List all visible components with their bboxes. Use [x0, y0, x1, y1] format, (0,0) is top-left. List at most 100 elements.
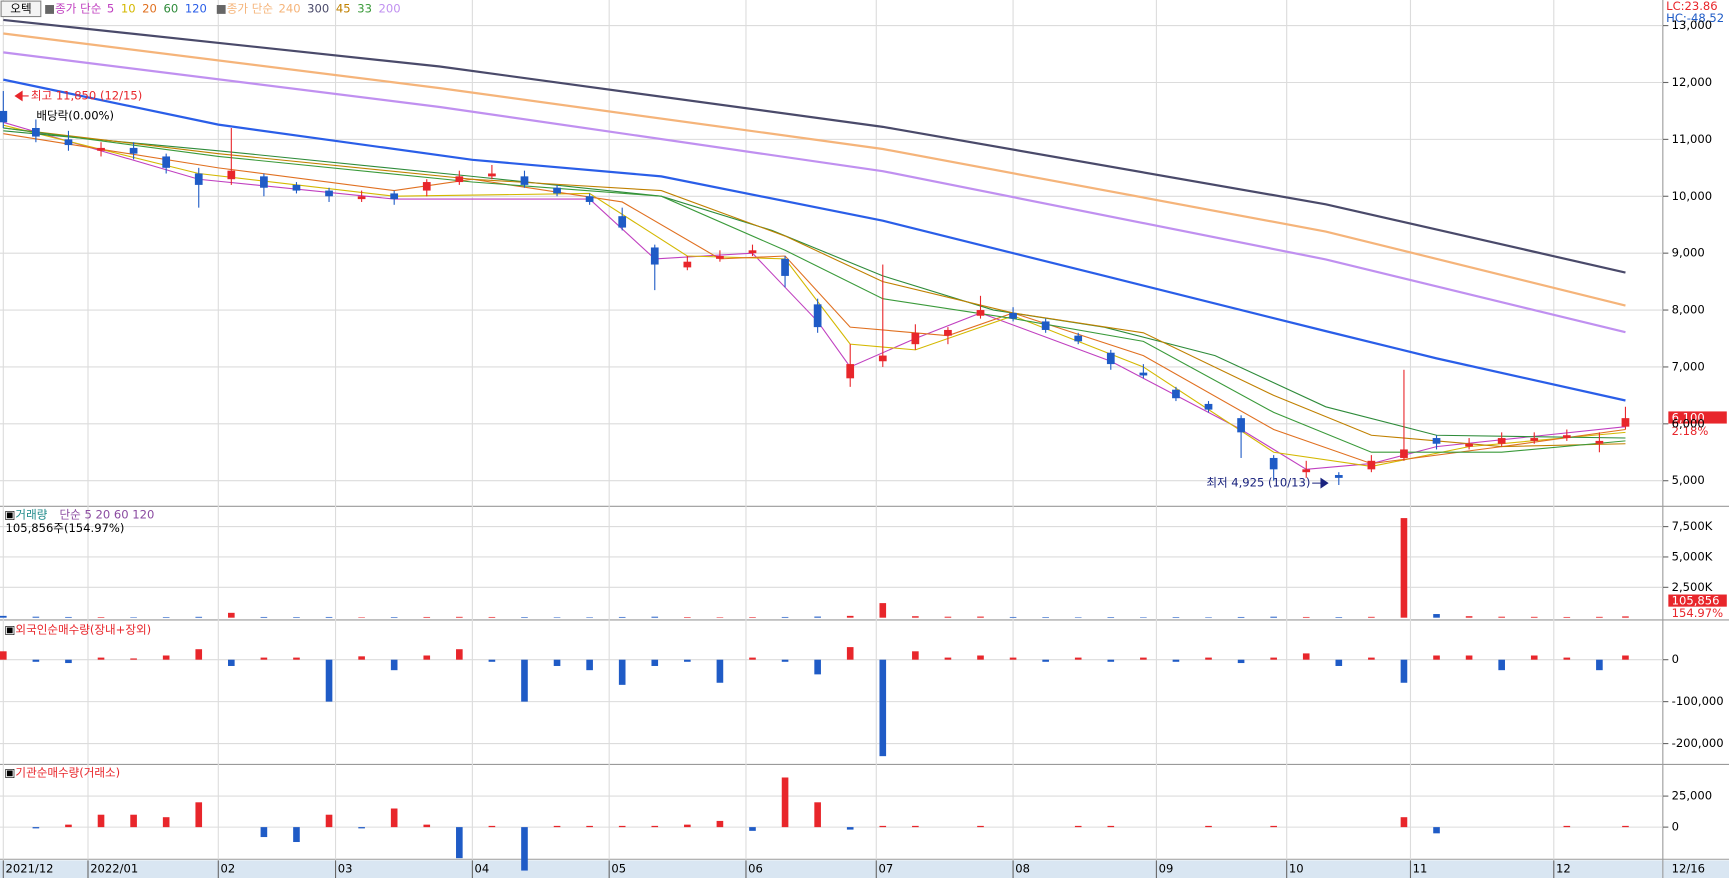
- stock-name[interactable]: 오텍: [10, 1, 31, 15]
- y-tick-label: 9,000: [1672, 246, 1705, 260]
- volume-bar: [1465, 616, 1473, 618]
- candle-body: [1204, 403, 1213, 410]
- y-tick-label: 10,000: [1672, 189, 1712, 203]
- candle-body: [520, 176, 529, 185]
- last-price: 6,100: [1672, 411, 1705, 425]
- candle-body: [1465, 443, 1473, 447]
- legend-marker: ■: [216, 1, 227, 15]
- foreign-bar: [293, 657, 300, 660]
- x-tick-label: 08: [1015, 862, 1030, 876]
- volume-marker: ▣: [4, 508, 15, 522]
- volume-bar: [879, 603, 887, 618]
- candle-body: [911, 332, 920, 345]
- volume-bar: [1596, 616, 1603, 618]
- volume-last-box: [1668, 594, 1727, 607]
- volume-bar: [97, 617, 105, 618]
- y-tick-label: -100,000: [1672, 694, 1724, 708]
- institution-bar: [1107, 825, 1115, 828]
- volume-bar: [684, 617, 691, 618]
- institution-bar: [749, 827, 756, 831]
- volume-bar: [390, 617, 398, 618]
- foreign-bar: [879, 659, 887, 757]
- low-arrow: [1312, 477, 1329, 489]
- volume-bar: [977, 616, 984, 618]
- candle-body: [455, 176, 464, 183]
- foreign-bar: [1042, 659, 1049, 662]
- x-tick-label: 07: [878, 862, 893, 876]
- foreign-bar: [195, 649, 203, 660]
- volume-bar: [1433, 614, 1440, 618]
- candle-body: [1172, 389, 1180, 399]
- foreign-bar: [65, 659, 72, 664]
- ma-line: [3, 51, 1626, 334]
- foreign-bar: [423, 655, 431, 660]
- foreign-bar: [358, 656, 365, 660]
- foreign-bar: [912, 651, 919, 660]
- volume-bar: [912, 616, 919, 618]
- volume-summary: 105,856주(154.97%): [6, 521, 125, 535]
- volume-bar: [1335, 617, 1343, 618]
- volume-bar: [456, 616, 463, 618]
- hc-label: HC:-48.52: [1666, 11, 1724, 25]
- foreign-bar: [1172, 659, 1180, 662]
- x-tick-label: 10: [1289, 862, 1304, 876]
- volume-bar: [651, 616, 659, 618]
- y-tick-label: 7,500K: [1672, 519, 1713, 533]
- foreign-bar: [1400, 659, 1408, 683]
- volume-title: 거래량: [15, 508, 47, 522]
- y-tick-label: 5,000: [1672, 473, 1705, 487]
- institution-bar: [1563, 825, 1571, 828]
- institution-bar: [814, 802, 821, 828]
- volume-bar: [1009, 616, 1017, 618]
- legend-entry: 200: [379, 1, 401, 15]
- volume-bar: [814, 616, 821, 618]
- foreign-bar: [1465, 655, 1473, 660]
- foreign-bar: [651, 659, 659, 666]
- candle-body: [553, 187, 561, 194]
- legend-entry: 10: [121, 1, 136, 15]
- legend-entry: 60: [164, 1, 179, 15]
- candle-body: [1497, 438, 1506, 444]
- institution-marker: ▣: [4, 766, 15, 780]
- foreign-bar: [1237, 659, 1245, 664]
- candle-body: [976, 310, 985, 316]
- grid: [0, 0, 1669, 878]
- y-tick-label: 0: [1672, 652, 1679, 666]
- legend-entry: 5: [107, 1, 114, 15]
- end-date: 12/16: [1672, 862, 1705, 876]
- institution-bar: [618, 825, 626, 828]
- candle-body: [1334, 475, 1343, 478]
- candle-body: [650, 247, 659, 265]
- institution-bar: [488, 825, 496, 828]
- candle-body: [1074, 335, 1083, 342]
- y-tick-label: 0: [1672, 820, 1679, 834]
- volume-bar: [195, 616, 203, 618]
- volume-bar: [618, 616, 626, 618]
- legend-entry: 120: [185, 1, 207, 15]
- foreign-bar: [1140, 657, 1147, 660]
- volume-bar: [260, 616, 268, 618]
- foreign-bar: [586, 659, 593, 671]
- volume-bar: [1563, 616, 1571, 618]
- candle-body: [1302, 469, 1311, 473]
- y-tick-label: 6,000: [1672, 416, 1705, 430]
- volume-bar: [1302, 616, 1310, 618]
- institution-bar: [97, 814, 105, 828]
- institution-bar: [1270, 825, 1277, 828]
- foreign-bar: [325, 659, 333, 702]
- candle-body: [813, 304, 822, 328]
- institution-bar: [260, 827, 268, 838]
- institution-bar: [1622, 825, 1629, 828]
- institution-bar: [684, 824, 691, 828]
- ma-line: [3, 130, 1626, 439]
- candle-body: [194, 173, 203, 185]
- ma-line: [3, 18, 1626, 274]
- foreign-bar: [130, 658, 137, 660]
- foreign-title: 외국인순매수량(장내+장외): [15, 622, 151, 636]
- legend-marker: ■: [44, 1, 55, 15]
- foreign-bar: [846, 647, 854, 660]
- candle-body: [1041, 321, 1050, 330]
- volume-bar: [1622, 616, 1629, 618]
- stock-button[interactable]: [0, 0, 42, 18]
- volume-ratio: 154.97%: [1672, 606, 1723, 620]
